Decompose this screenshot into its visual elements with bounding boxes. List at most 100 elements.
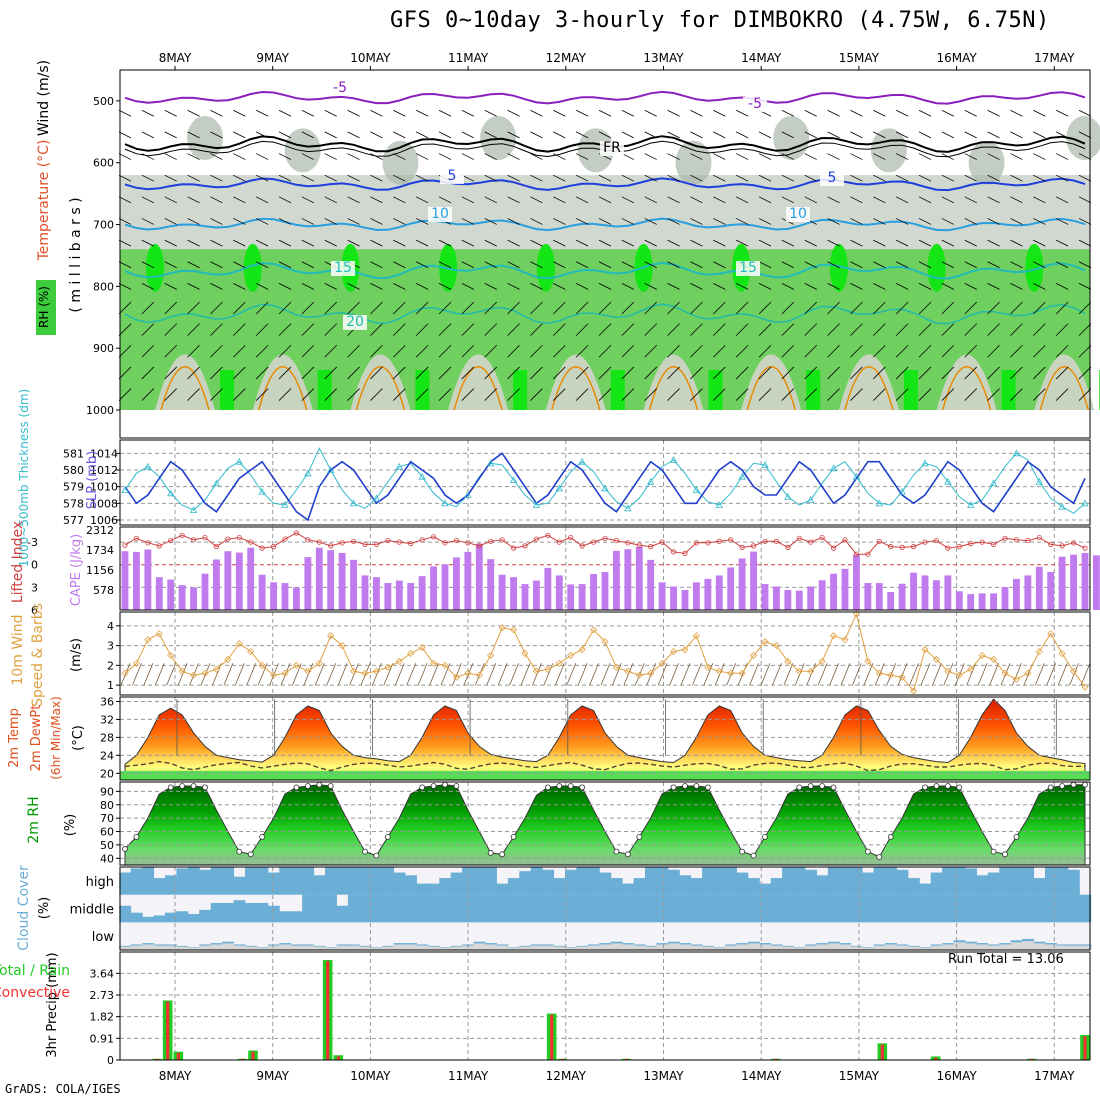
wind-speed-point [178, 667, 186, 675]
rh-tick-label: 70 [100, 812, 114, 825]
wind-barb [690, 109, 703, 117]
wind-barb [735, 388, 749, 401]
wind-barb [964, 388, 977, 401]
frames [119, 69, 1091, 1061]
cape-bar [978, 593, 986, 610]
precip-tick-label: 2.73 [90, 989, 115, 1002]
cape-bar [418, 576, 426, 610]
cape-bar [190, 587, 197, 610]
temp-contour-dome [746, 366, 796, 411]
wind-barb [484, 283, 497, 290]
wind-barb [987, 196, 1000, 204]
li-point [476, 543, 482, 549]
wind-barb [257, 663, 268, 686]
wind-barb [1078, 196, 1092, 204]
wind-barb [1010, 131, 1023, 139]
wind-barb [1078, 366, 1092, 380]
li-point [419, 537, 425, 543]
wind-barb [941, 131, 955, 139]
wind-barb [301, 218, 315, 225]
cape-bar [475, 543, 483, 610]
wind-barb [233, 109, 246, 117]
wind-barb [598, 174, 612, 182]
rh-point [579, 784, 586, 791]
wind-barb [383, 663, 394, 686]
thickness-tick-label: 580 [63, 464, 84, 477]
wind-barb [735, 109, 749, 117]
wind-barb [941, 218, 955, 225]
wind-barb [644, 283, 657, 290]
wind-barb [141, 131, 155, 139]
cloud-middle-bar [382, 894, 395, 923]
wind-barb [210, 366, 223, 380]
contour-label-bg [343, 315, 367, 330]
wind-barb [141, 218, 155, 225]
cloud-high-bar [439, 878, 452, 895]
contour-label: -5 [333, 80, 347, 96]
cloud-low-grey [130, 945, 143, 950]
wind-barb [964, 153, 977, 160]
wind-barb [873, 366, 886, 380]
wind-barb [735, 301, 749, 315]
contour-label-bg [428, 207, 452, 222]
rh-bright-patch [927, 243, 946, 292]
wind-barb [438, 366, 452, 380]
wind-barb [598, 131, 612, 139]
wind-barb [1010, 196, 1023, 204]
cloud-high-bar [370, 867, 383, 895]
cape-bar [1047, 571, 1055, 610]
thickness-point [327, 466, 335, 473]
wind-barb [781, 344, 795, 358]
wind-barb [644, 344, 657, 358]
cloud-high-bar [725, 867, 737, 895]
wind-barb [758, 283, 772, 290]
wind-barb [324, 218, 337, 225]
wind-barb [141, 109, 155, 117]
cloud-middle-bar [953, 894, 966, 923]
wind-barb [415, 388, 429, 401]
cloud-low-grey [233, 945, 246, 950]
li-point [613, 537, 620, 544]
wind-barb [758, 323, 772, 336]
wind-barb [667, 196, 680, 204]
wind-barb [507, 239, 520, 247]
wind-barb [255, 109, 269, 117]
cape-bar [658, 582, 666, 610]
cloud-middle-bar [930, 894, 943, 923]
rh-point [830, 784, 837, 791]
wind-barb [118, 323, 132, 336]
wind-barb [255, 218, 269, 225]
wind-barb [370, 261, 383, 269]
cloud-middle-bar [302, 894, 315, 923]
wind-barb [324, 301, 337, 315]
wind-barb [1033, 109, 1046, 117]
wind-barb [667, 109, 680, 117]
cloud-low-grey [725, 945, 737, 950]
cape-bar [1024, 575, 1032, 610]
wind-barb [667, 174, 680, 182]
wind-speed-point [590, 626, 598, 634]
cloud-high-bar [462, 867, 475, 895]
wind-barb [987, 283, 1000, 290]
cloud-high-bar [359, 867, 372, 895]
cloud-low-grey [496, 945, 509, 950]
wind-barb [941, 283, 955, 290]
rh-point [293, 784, 300, 791]
wind-barb [393, 174, 406, 182]
wind-barb [438, 344, 452, 358]
cloud-high-bar [622, 883, 635, 895]
wind-barb [621, 301, 635, 315]
cloud-low-grey [885, 944, 897, 950]
wind-speed-point [1047, 630, 1055, 638]
wind-barb [118, 301, 132, 315]
contour-label: 15 [334, 260, 352, 276]
cloud-low-grey [610, 943, 623, 950]
wind-speed-point [384, 663, 392, 671]
wind-barb [278, 239, 292, 247]
day-label-bottom: 8MAY [159, 1069, 192, 1083]
cloud-middle-bar [1045, 894, 1057, 923]
wind-barb [850, 196, 863, 204]
temp-tick-label: 20 [100, 767, 114, 780]
wind-barb [690, 153, 703, 160]
wind-speed-point [235, 640, 243, 648]
